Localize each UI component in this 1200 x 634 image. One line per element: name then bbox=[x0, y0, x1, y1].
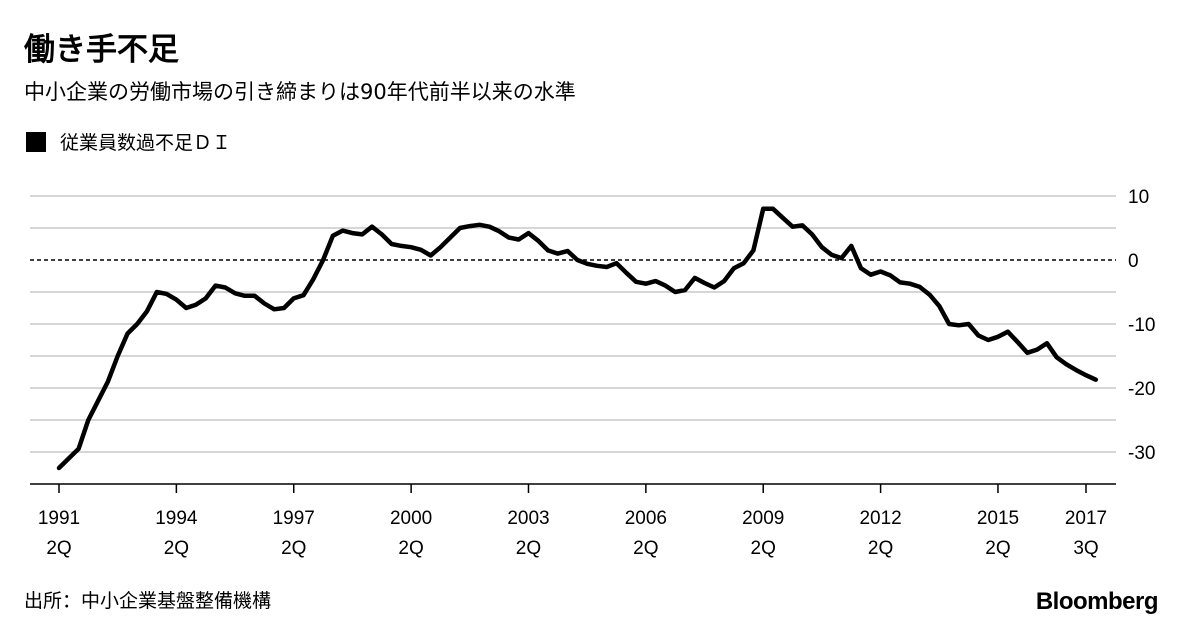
x-tick-label-year: 1994 bbox=[155, 508, 198, 529]
x-tick-label-year: 2017 bbox=[1065, 508, 1107, 529]
y-tick-label: 10 bbox=[1128, 187, 1149, 208]
x-tick-label-quarter: 2Q bbox=[751, 538, 776, 559]
bloomberg-logo: Bloomberg bbox=[1035, 588, 1159, 615]
x-tick-label-quarter: 2Q bbox=[164, 538, 189, 559]
legend-label: 従業員数過不足ＤＩ bbox=[60, 132, 232, 154]
x-tick-label-year: 1991 bbox=[38, 508, 80, 529]
x-tick-label-quarter: 2Q bbox=[868, 538, 893, 559]
x-tick-label-quarter: 2Q bbox=[281, 538, 306, 559]
chart-subtitle: 中小企業の労働市場の引き締まりは90年代前半以来の水準 bbox=[24, 80, 576, 104]
legend-swatch bbox=[26, 131, 46, 152]
x-tick-label-year: 2015 bbox=[977, 508, 1019, 529]
x-tick-label-quarter: 3Q bbox=[1073, 538, 1098, 559]
gridlines bbox=[30, 195, 1116, 453]
series-line bbox=[56, 206, 1099, 471]
x-tick-label-quarter: 2Q bbox=[398, 538, 423, 559]
source-note: 出所：中小企業基盤整備機構 bbox=[24, 590, 272, 612]
legend: 従業員数過不足ＤＩ bbox=[26, 128, 231, 155]
x-tick-label-year: 2006 bbox=[625, 508, 667, 529]
tick-labels: 10 0 -10 -20 -30 1991 2Q 1994 2Q 1997 2Q 2000 2Q 2003… bbox=[38, 187, 1156, 559]
series-layer bbox=[56, 206, 1099, 471]
x-tick-label-quarter: 2Q bbox=[46, 538, 71, 559]
chart-title: 働き手不足 bbox=[24, 32, 179, 68]
x-tick-label-year: 2012 bbox=[859, 508, 901, 529]
x-axis bbox=[30, 483, 1116, 493]
x-tick-label-year: 2003 bbox=[507, 508, 549, 529]
y-tick-label: -20 bbox=[1128, 379, 1155, 400]
x-tick-label-quarter: 2Q bbox=[633, 538, 658, 559]
x-tick-label-year: 1997 bbox=[273, 508, 315, 529]
y-tick-label: -30 bbox=[1128, 443, 1155, 464]
x-tick-label-quarter: 2Q bbox=[985, 538, 1010, 559]
y-tick-label: 0 bbox=[1128, 251, 1139, 272]
x-tick-label-year: 2000 bbox=[390, 508, 432, 529]
y-tick-label: -10 bbox=[1128, 315, 1155, 336]
x-tick-label-quarter: 2Q bbox=[516, 538, 541, 559]
x-tick-label-year: 2009 bbox=[742, 508, 784, 529]
